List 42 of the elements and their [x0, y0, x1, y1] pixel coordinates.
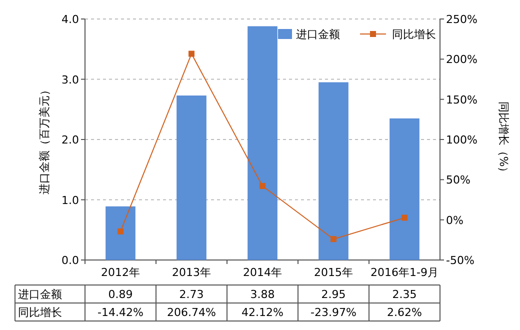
y2-tick-label: 150%: [446, 93, 478, 106]
data-label: -23.97%: [310, 306, 356, 319]
data-label: 2.35: [392, 288, 417, 301]
data-label: 3.88: [250, 288, 275, 301]
bar: [390, 118, 420, 260]
legend-label: 同比增长: [392, 28, 436, 41]
data-label: -14.42%: [98, 306, 144, 319]
x-tick-label: 2012年: [101, 266, 140, 279]
point: [118, 228, 124, 234]
text: 进口金额: [18, 288, 62, 301]
y-tick-label: 1.0: [62, 194, 79, 207]
data-label: 2.73: [179, 288, 204, 301]
x-tick-label: 2013年: [172, 266, 211, 279]
bar: [106, 206, 136, 260]
y-tick-label: 3.0: [62, 73, 79, 86]
point: [402, 214, 408, 221]
x-tick-label: 2015年: [314, 266, 353, 279]
data-label: 206.74%: [167, 306, 216, 319]
y2-tick-label: -50%: [446, 254, 474, 267]
x-tick-label: 2016年1-9月: [370, 266, 438, 279]
y2-tick-label: 0%: [446, 214, 464, 227]
data-label: 0.89: [108, 288, 133, 301]
y2-tick-label: 250%: [446, 13, 478, 26]
y-tick-label: 0.0: [62, 254, 79, 267]
x-tick-label: 2014年: [243, 266, 282, 279]
data-label: 42.12%: [242, 306, 284, 319]
bar: [318, 82, 348, 260]
y2-tick-label: 200%: [446, 53, 478, 66]
y2-axis-title: 同比增长（%）: [497, 101, 510, 178]
point: [330, 236, 336, 242]
legend-label: 进口金额: [296, 28, 340, 41]
y2-tick-label: 50%: [446, 174, 470, 187]
data-label: 2.62%: [387, 306, 422, 319]
y-tick-label: 2.0: [62, 134, 79, 146]
point: [260, 182, 266, 189]
y2-tick-label: 100%: [446, 134, 478, 146]
text: 同比增长: [18, 306, 62, 319]
data-label: 2.95: [321, 288, 346, 301]
y-axis-title: 进口金额（百万美元）: [38, 84, 51, 194]
y-tick-label: 4.0: [62, 13, 79, 26]
point: [188, 50, 194, 57]
bar: [176, 96, 206, 260]
